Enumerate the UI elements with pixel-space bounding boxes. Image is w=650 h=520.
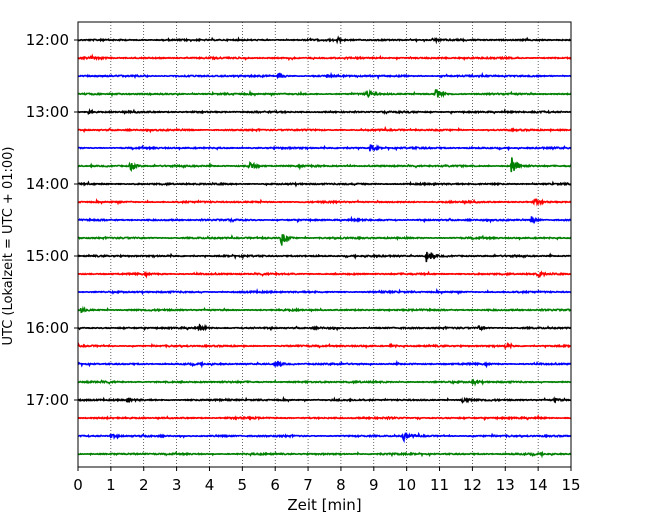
x-tick-label: 11 xyxy=(430,476,449,494)
x-tick-label: 10 xyxy=(397,476,416,494)
seismogram-trace xyxy=(77,88,572,99)
x-tick-label: 7 xyxy=(303,476,313,494)
seismogram-trace xyxy=(77,157,572,173)
seismogram-trace xyxy=(77,107,572,115)
x-tick-label: 14 xyxy=(529,476,548,494)
x-tick-label: 15 xyxy=(561,476,580,494)
x-tick-label: 9 xyxy=(369,476,379,494)
seismogram-trace xyxy=(77,450,572,459)
y-tick-label: 15:00 xyxy=(26,247,69,265)
seismogram-trace xyxy=(77,359,572,369)
seismogram-trace xyxy=(77,125,572,134)
seismogram-trace xyxy=(77,251,572,263)
seismogram-trace xyxy=(77,287,572,296)
x-tick-label: 3 xyxy=(172,476,182,494)
seismogram-trace xyxy=(77,378,572,387)
x-axis-label: Zeit [min] xyxy=(287,496,361,514)
x-tick-label: 13 xyxy=(496,476,515,494)
seismogram-trace xyxy=(77,305,572,314)
seismogram-trace xyxy=(77,413,572,422)
x-tick-label: 6 xyxy=(270,476,280,494)
x-tick-label: 2 xyxy=(139,476,149,494)
y-axis-label: UTC (Lokalzeit = UTC + 01:00) xyxy=(1,147,16,346)
seismogram-trace xyxy=(77,35,572,45)
seismogram-trace xyxy=(77,215,572,225)
x-tick-label: 4 xyxy=(205,476,215,494)
x-tick-label: 1 xyxy=(106,476,116,494)
y-tick-label: 14:00 xyxy=(26,175,69,193)
seismogram-trace xyxy=(77,431,572,444)
x-axis-ticks: 0 1 2 3 4 5 6 7 8 9 10 11 12 13 14 15 xyxy=(73,467,581,494)
seismogram-traces xyxy=(77,35,572,459)
y-tick-label: 16:00 xyxy=(26,319,69,337)
seismogram-trace xyxy=(77,323,572,332)
seismogram-trace xyxy=(77,341,572,350)
y-tick-label: 13:00 xyxy=(26,103,69,121)
grid-lines xyxy=(110,22,539,467)
x-tick-label: 0 xyxy=(73,476,83,494)
seismogram-trace xyxy=(77,234,572,246)
seismogram-trace xyxy=(77,71,572,81)
y-tick-label: 17:00 xyxy=(26,391,69,409)
x-tick-label: 5 xyxy=(238,476,248,494)
seismogram-trace xyxy=(77,395,572,404)
plot-frame xyxy=(77,21,572,468)
seismogram-trace xyxy=(77,180,572,188)
y-axis-ticks: 12:00 13:00 14:00 15:00 16:00 17:00 xyxy=(26,31,78,409)
seismogram-trace xyxy=(77,53,572,62)
y-tick-label: 12:00 xyxy=(26,31,69,49)
seismogram-trace xyxy=(77,270,572,279)
x-tick-label: 8 xyxy=(336,476,346,494)
seismogram-trace xyxy=(77,197,572,207)
seismogram-trace xyxy=(77,144,572,152)
x-tick-label: 12 xyxy=(463,476,482,494)
